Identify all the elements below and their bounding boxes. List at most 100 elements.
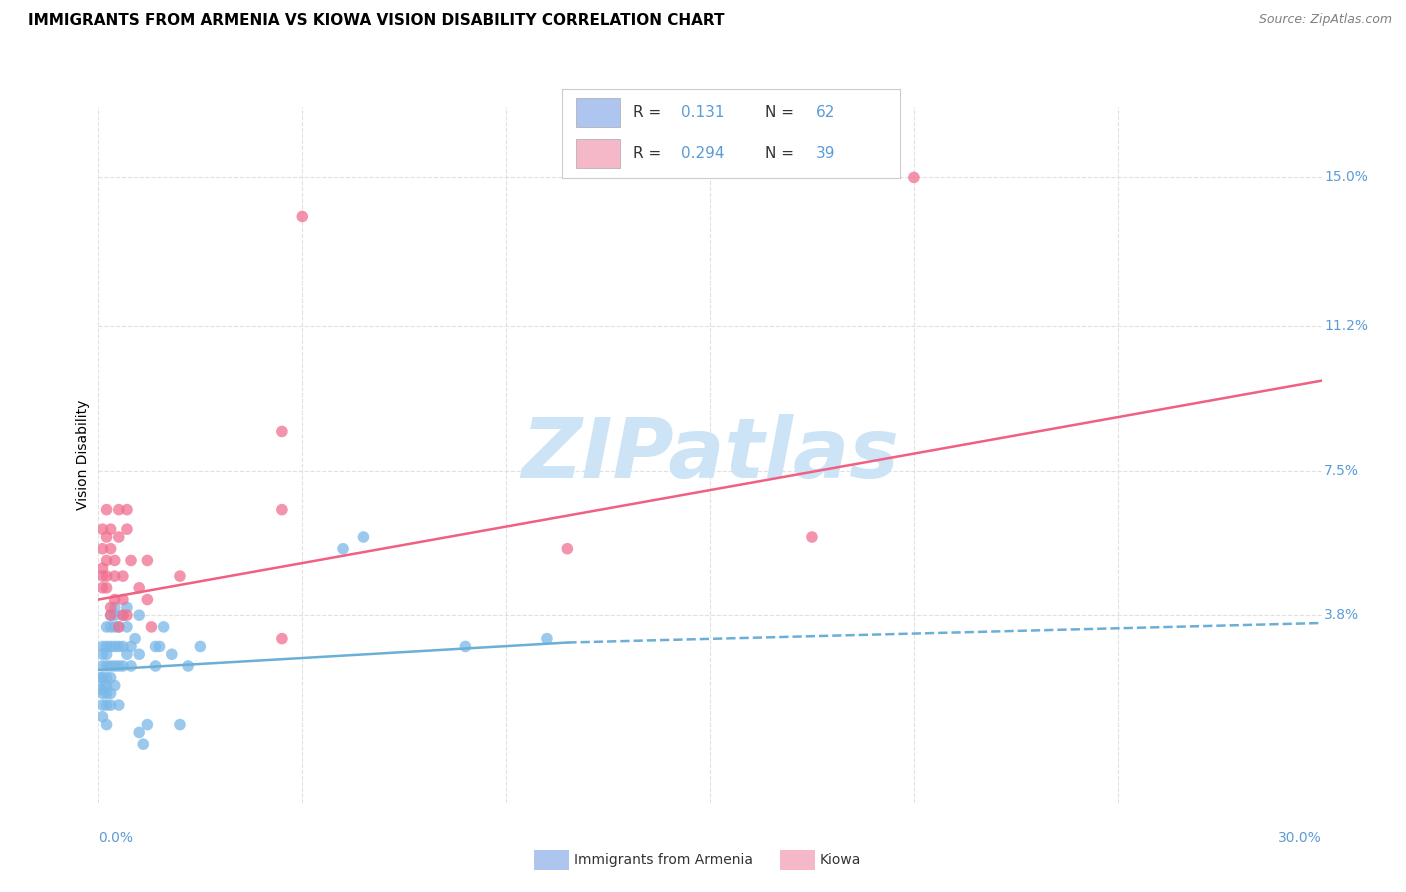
Point xyxy=(149,640,172,654)
Point xyxy=(100,608,122,623)
Text: Immigrants from Armenia: Immigrants from Armenia xyxy=(574,853,752,867)
Point xyxy=(108,502,131,516)
Point xyxy=(145,659,167,673)
Point xyxy=(111,608,134,623)
Point xyxy=(91,569,114,583)
Point xyxy=(104,640,127,654)
Point xyxy=(89,671,111,685)
Text: N =: N = xyxy=(765,146,799,161)
Point xyxy=(115,647,138,661)
Point xyxy=(96,679,118,693)
Point xyxy=(96,530,118,544)
FancyBboxPatch shape xyxy=(576,98,620,127)
Point xyxy=(270,502,294,516)
Point xyxy=(115,608,138,623)
Point xyxy=(91,522,114,536)
Point xyxy=(104,592,127,607)
Text: N =: N = xyxy=(765,105,799,120)
Point xyxy=(270,632,294,646)
Point xyxy=(136,592,159,607)
Point xyxy=(91,640,114,654)
Point xyxy=(108,640,131,654)
Point xyxy=(270,425,294,439)
Point xyxy=(104,600,127,615)
Point xyxy=(93,679,115,693)
Text: 7.5%: 7.5% xyxy=(1324,464,1360,477)
Point xyxy=(100,600,122,615)
Point xyxy=(96,659,118,673)
Point xyxy=(96,698,118,712)
Point xyxy=(100,686,122,700)
Point xyxy=(111,659,134,673)
Point xyxy=(291,210,314,224)
Point xyxy=(100,608,122,623)
Point xyxy=(96,502,118,516)
Point xyxy=(91,659,114,673)
Text: 15.0%: 15.0% xyxy=(1324,170,1368,185)
Text: 0.0%: 0.0% xyxy=(98,830,134,845)
Point xyxy=(111,608,134,623)
Text: IMMIGRANTS FROM ARMENIA VS KIOWA VISION DISABILITY CORRELATION CHART: IMMIGRANTS FROM ARMENIA VS KIOWA VISION … xyxy=(28,13,724,29)
Point xyxy=(136,553,159,567)
Text: Kiowa: Kiowa xyxy=(820,853,860,867)
Point xyxy=(801,530,824,544)
Point xyxy=(120,640,142,654)
Text: R =: R = xyxy=(633,105,666,120)
Text: 30.0%: 30.0% xyxy=(1278,830,1322,845)
Point xyxy=(91,710,114,724)
Point xyxy=(108,698,131,712)
Point xyxy=(903,170,925,185)
Point xyxy=(96,553,118,567)
Point xyxy=(124,632,146,646)
Text: 11.2%: 11.2% xyxy=(1324,319,1368,333)
Point xyxy=(104,553,127,567)
Point xyxy=(115,522,138,536)
Point xyxy=(177,659,200,673)
Text: 62: 62 xyxy=(815,105,835,120)
Point xyxy=(115,620,138,634)
Point xyxy=(104,679,127,693)
Point xyxy=(152,620,174,634)
Point xyxy=(96,620,118,634)
Point xyxy=(100,640,122,654)
Point xyxy=(188,640,212,654)
Point xyxy=(120,553,142,567)
Point xyxy=(120,659,142,673)
Point xyxy=(115,600,138,615)
Point xyxy=(100,659,122,673)
Point xyxy=(100,671,122,685)
Point xyxy=(104,659,127,673)
Point xyxy=(96,671,118,685)
Point xyxy=(91,541,114,556)
Point xyxy=(104,569,127,583)
Point xyxy=(89,682,111,697)
Point xyxy=(91,561,114,575)
Point xyxy=(108,530,131,544)
Text: 39: 39 xyxy=(815,146,835,161)
Point xyxy=(454,640,477,654)
Text: 3.8%: 3.8% xyxy=(1324,608,1360,623)
Point xyxy=(108,659,131,673)
Point xyxy=(111,640,134,654)
Point xyxy=(100,522,122,536)
Point xyxy=(128,581,150,595)
Point xyxy=(100,541,122,556)
Point xyxy=(111,592,134,607)
Point xyxy=(169,717,191,731)
Text: Source: ZipAtlas.com: Source: ZipAtlas.com xyxy=(1258,13,1392,27)
Point xyxy=(132,737,155,751)
Point xyxy=(100,698,122,712)
Point xyxy=(91,581,114,595)
Point xyxy=(332,541,354,556)
Point xyxy=(91,698,114,712)
Point xyxy=(96,640,118,654)
Text: 0.294: 0.294 xyxy=(681,146,724,161)
Point xyxy=(96,717,118,731)
Point xyxy=(108,620,131,634)
Point xyxy=(141,620,163,634)
Point xyxy=(145,640,167,654)
Point xyxy=(96,647,118,661)
Point xyxy=(160,647,183,661)
Point xyxy=(128,608,150,623)
Point xyxy=(104,608,127,623)
